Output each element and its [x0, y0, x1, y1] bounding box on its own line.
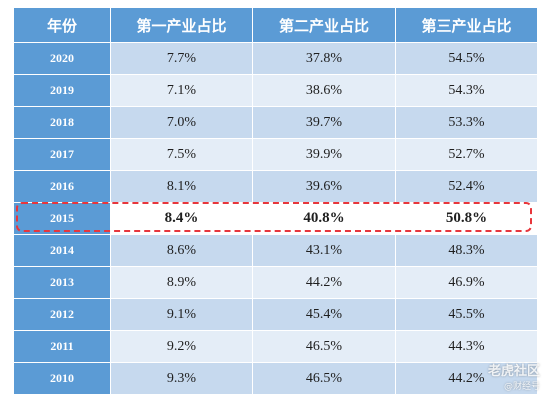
- secondary-share-cell: 46.5%: [252, 330, 396, 363]
- table-row: 2017 7.5% 39.9% 52.7%: [13, 138, 538, 171]
- primary-share-cell: 7.7%: [110, 42, 253, 75]
- header-secondary-share: 第二产业占比: [252, 7, 396, 43]
- secondary-share-cell: 46.5%: [252, 362, 396, 395]
- watermark: 老虎社区 @财经号: [488, 360, 540, 392]
- table-row: 2014 8.6% 43.1% 48.3%: [13, 234, 538, 267]
- table-row: 2018 7.0% 39.7% 53.3%: [13, 106, 538, 139]
- header-row: 年份 第一产业占比 第二产业占比 第三产业占比: [13, 7, 538, 43]
- year-cell: 2012: [13, 298, 111, 331]
- tertiary-share-cell: 54.3%: [395, 74, 538, 107]
- tertiary-share-cell: 53.3%: [395, 106, 538, 139]
- primary-share-cell: 9.3%: [110, 362, 253, 395]
- table-row: 2012 9.1% 45.4% 45.5%: [13, 298, 538, 331]
- header-tertiary-share: 第三产业占比: [395, 7, 538, 43]
- table-row: 2011 9.2% 46.5% 44.3%: [13, 330, 538, 363]
- year-cell: 2010: [13, 362, 111, 395]
- year-cell: 2014: [13, 234, 111, 267]
- secondary-share-cell: 39.7%: [252, 106, 396, 139]
- table-row: 2020 7.7% 37.8% 54.5%: [13, 42, 538, 75]
- primary-share-cell: 8.6%: [110, 234, 253, 267]
- year-cell: 2019: [13, 74, 111, 107]
- secondary-share-cell: 37.8%: [252, 42, 396, 75]
- table-header: 年份 第一产业占比 第二产业占比 第三产业占比: [13, 7, 538, 43]
- year-cell: 2017: [13, 138, 111, 171]
- tertiary-share-cell: 50.8%: [395, 202, 538, 235]
- table-body: 2020 7.7% 37.8% 54.5% 2019 7.1% 38.6% 54…: [13, 42, 538, 395]
- primary-share-cell: 7.1%: [110, 74, 253, 107]
- table-row: 2013 8.9% 44.2% 46.9%: [13, 266, 538, 299]
- year-cell: 2015: [13, 202, 111, 235]
- highlighted-row: 2015 8.4% 40.8% 50.8%: [13, 202, 538, 235]
- primary-share-cell: 9.2%: [110, 330, 253, 363]
- secondary-share-cell: 44.2%: [252, 266, 396, 299]
- primary-share-cell: 7.5%: [110, 138, 253, 171]
- tertiary-share-cell: 46.9%: [395, 266, 538, 299]
- tertiary-share-cell: 45.5%: [395, 298, 538, 331]
- table-row: 2019 7.1% 38.6% 54.3%: [13, 74, 538, 107]
- tertiary-share-cell: 44.2%: [395, 362, 538, 395]
- primary-share-cell: 8.9%: [110, 266, 253, 299]
- primary-share-cell: 8.1%: [110, 170, 253, 203]
- secondary-share-cell: 39.9%: [252, 138, 396, 171]
- industry-share-table-container: 年份 第一产业占比 第二产业占比 第三产业占比 2020 7.7% 37.8% …: [13, 7, 538, 395]
- year-cell: 2013: [13, 266, 111, 299]
- watermark-sub-text: @财经号: [503, 382, 540, 392]
- tertiary-share-cell: 52.7%: [395, 138, 538, 171]
- table-row: 2016 8.1% 39.6% 52.4%: [13, 170, 538, 203]
- tertiary-share-cell: 54.5%: [395, 42, 538, 75]
- watermark-main-text: 老虎社区: [487, 364, 540, 379]
- table-row: 2010 9.3% 46.5% 44.2%: [13, 362, 538, 395]
- secondary-share-cell: 40.8%: [252, 202, 396, 235]
- industry-share-table: 年份 第一产业占比 第二产业占比 第三产业占比 2020 7.7% 37.8% …: [13, 7, 538, 395]
- primary-share-cell: 7.0%: [110, 106, 253, 139]
- primary-share-cell: 9.1%: [110, 298, 253, 331]
- tertiary-share-cell: 52.4%: [395, 170, 538, 203]
- primary-share-cell: 8.4%: [110, 202, 253, 235]
- secondary-share-cell: 39.6%: [252, 170, 396, 203]
- tertiary-share-cell: 44.3%: [395, 330, 538, 363]
- header-year: 年份: [13, 7, 111, 43]
- secondary-share-cell: 43.1%: [252, 234, 396, 267]
- year-cell: 2016: [13, 170, 111, 203]
- year-cell: 2018: [13, 106, 111, 139]
- tertiary-share-cell: 48.3%: [395, 234, 538, 267]
- header-primary-share: 第一产业占比: [110, 7, 253, 43]
- secondary-share-cell: 45.4%: [252, 298, 396, 331]
- secondary-share-cell: 38.6%: [252, 74, 396, 107]
- year-cell: 2020: [13, 42, 111, 75]
- year-cell: 2011: [13, 330, 111, 363]
